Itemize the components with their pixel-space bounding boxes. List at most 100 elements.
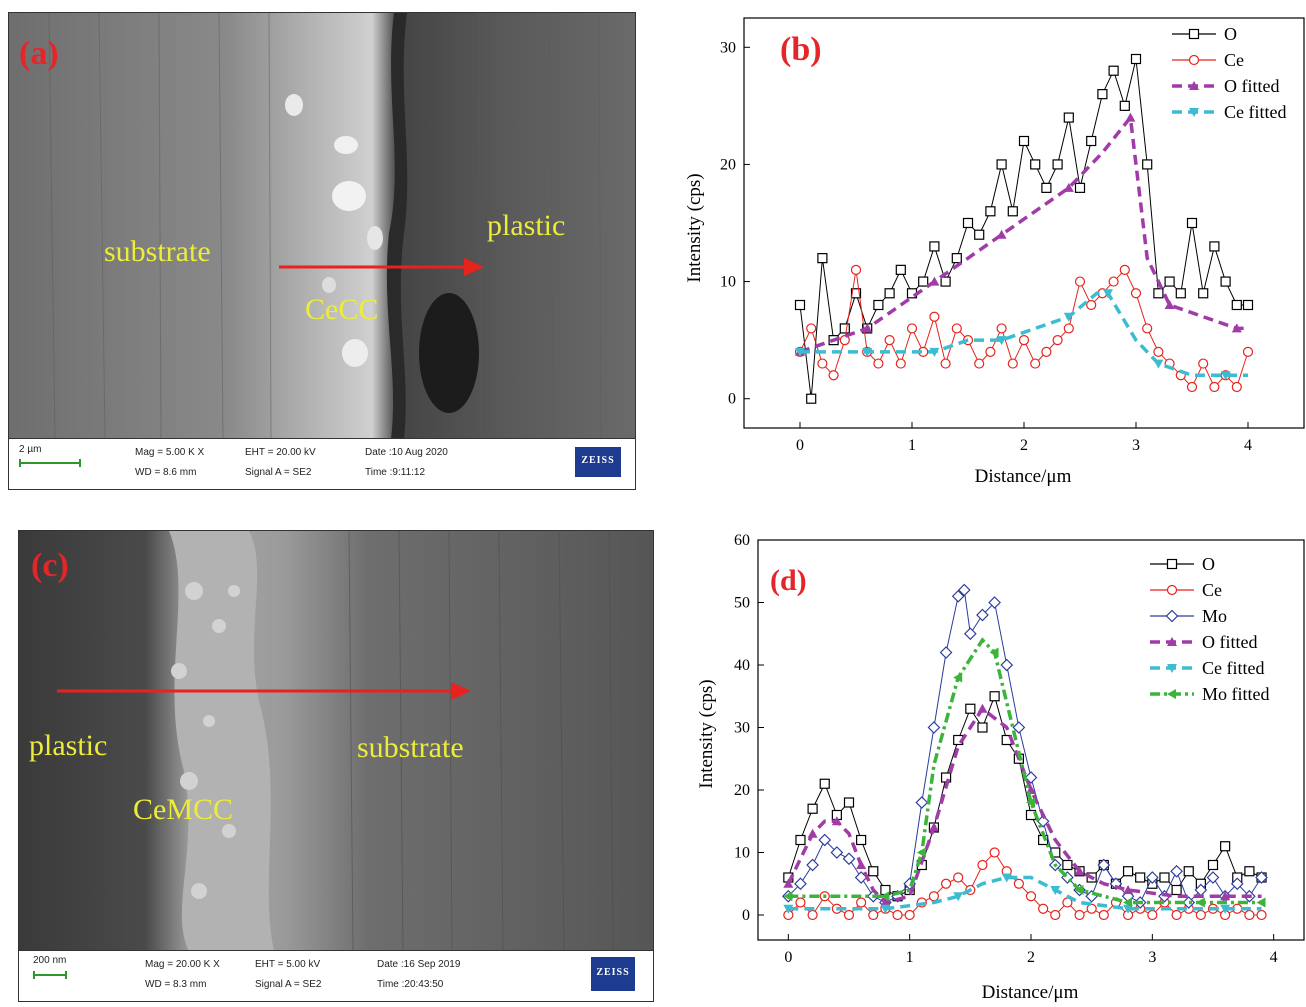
chart-d-point-o bbox=[989, 691, 1000, 702]
wd-a: WD = 8.6 mm bbox=[135, 467, 197, 478]
chart-d-legend-marker-ce bbox=[1166, 584, 1178, 596]
chart-b-point-o bbox=[940, 276, 951, 287]
panel-c-plastic-label: plastic bbox=[29, 729, 108, 762]
chart-d-point-mo bbox=[988, 596, 1001, 609]
zeiss-logo-c: ZEISS bbox=[591, 957, 635, 991]
chart-d-point-mo-fitted bbox=[989, 647, 999, 658]
chart-d-point-o bbox=[843, 797, 855, 808]
chart-d-point-mo bbox=[951, 589, 965, 603]
chart-b-point-o bbox=[850, 288, 862, 299]
chart-d-ytick-label: 10 bbox=[734, 845, 750, 862]
chart-d-line-o-fitted bbox=[786, 706, 1262, 905]
chart-b-point-ce-fitted bbox=[862, 347, 873, 357]
chart-d-point-ce bbox=[904, 909, 915, 921]
eht-a: EHT = 20.00 kV bbox=[245, 447, 316, 458]
chart-d-point-o-fitted bbox=[1123, 885, 1134, 894]
zeiss-logo-a: ZEISS bbox=[575, 447, 621, 477]
eht-c: EHT = 5.00 kV bbox=[255, 959, 321, 970]
chart-b-series-o bbox=[794, 53, 1254, 404]
chart-b-point-o bbox=[873, 299, 884, 311]
chart-d-xtick-label: 1 bbox=[906, 949, 914, 966]
chart-d-point-o-fitted bbox=[880, 897, 891, 907]
chart-d-point-o bbox=[1062, 859, 1073, 871]
panel-a-substrate-label: substrate bbox=[104, 235, 211, 268]
chart-b-point-ce bbox=[1063, 323, 1074, 334]
chart-d-series-mo bbox=[781, 583, 1268, 909]
chart-d-point-ce-fitted bbox=[783, 904, 794, 914]
sem-micrograph-a bbox=[9, 13, 635, 439]
chart-b-point-o bbox=[962, 217, 974, 229]
chart-b-point-o bbox=[974, 229, 985, 240]
wd-c: WD = 8.3 mm bbox=[145, 979, 207, 990]
chart-d-point-ce bbox=[1195, 909, 1206, 921]
panel-c-arrow bbox=[57, 682, 471, 700]
date-c: Date :16 Sep 2019 bbox=[377, 959, 461, 970]
chart-b-point-ce bbox=[1074, 276, 1086, 287]
chart-b-point-ce bbox=[906, 323, 918, 334]
chart-b-point-ce bbox=[1242, 346, 1254, 357]
chart-d-point-mo-fitted bbox=[880, 891, 890, 902]
chart-d-point-mo bbox=[1000, 658, 1014, 672]
chart-d-series-ce bbox=[783, 847, 1267, 921]
chart-b-legend-label-o-fitted: O fitted bbox=[1224, 76, 1280, 96]
chart-d-point-ce bbox=[977, 859, 988, 871]
chart-b-xtick-label: 1 bbox=[908, 437, 916, 454]
chart-b-point-o bbox=[1209, 241, 1220, 252]
chart-b-point-ce-fitted bbox=[1153, 359, 1164, 369]
chart-b-point-ce bbox=[940, 358, 951, 369]
chart-d-point-mo bbox=[818, 833, 832, 847]
signal-c: Signal A = SE2 bbox=[255, 979, 322, 990]
chart-d-point-ce bbox=[928, 891, 940, 902]
chart-d-point-o-fitted bbox=[977, 703, 988, 713]
chart-d-point-ce bbox=[1013, 878, 1024, 889]
chart-b: (b) Distance/μm Intensity (cps) 0 1 2 3 4 0 10… bbox=[660, 0, 1306, 500]
chart-b-point-o bbox=[794, 299, 806, 311]
mag-c: Mag = 20.00 K X bbox=[145, 959, 220, 970]
chart-b-panel-letter: (b) bbox=[780, 31, 822, 68]
chart-d-xtick-label: 0 bbox=[784, 949, 792, 966]
chart-b-point-o bbox=[884, 288, 895, 299]
chart-b-point-ce bbox=[929, 311, 940, 322]
chart-b-point-ce bbox=[884, 335, 895, 346]
chart-d-svg: (d) Distance/μm Intensity (cps) 0 1 2 3 4010… bbox=[696, 532, 1305, 1003]
chart-b-ytick-label: 0 bbox=[728, 391, 736, 408]
chart-d-point-o bbox=[977, 722, 988, 733]
chart-d-point-o bbox=[1122, 866, 1134, 877]
chart-d-point-o bbox=[1183, 866, 1194, 877]
sem-micrograph-c bbox=[19, 531, 653, 951]
chart-d-line-o bbox=[787, 694, 1262, 897]
chart-d-series-mo-fitted bbox=[783, 637, 1266, 908]
chart-d-ytick-label: 0 bbox=[742, 907, 750, 924]
panel-c-substrate-label: substrate bbox=[357, 731, 464, 764]
chart-b-point-o bbox=[1018, 135, 1030, 147]
chart-d-point-o-fitted bbox=[783, 878, 794, 888]
chart-d-xlabel: Distance/μm bbox=[982, 982, 1079, 1002]
chart-d-point-ce bbox=[953, 872, 964, 883]
chart-d-legend-marker-o-fitted bbox=[1167, 637, 1177, 646]
chart-b-legend-marker-ce-fitted bbox=[1189, 108, 1199, 117]
chart-d-ytick-label: 30 bbox=[734, 720, 750, 737]
chart-b-point-ce bbox=[1086, 299, 1097, 311]
panel-c-coating-label: CeMCC bbox=[133, 793, 234, 826]
chart-d-ytick-label: 40 bbox=[734, 657, 750, 674]
chart-d-line-mo bbox=[787, 588, 1262, 904]
chart-b-point-ce bbox=[873, 358, 884, 369]
chart-d-panel-letter: (d) bbox=[770, 564, 807, 597]
chart-b-point-ce bbox=[1153, 346, 1164, 357]
chart-d-point-mo bbox=[927, 721, 941, 734]
chart-b-point-ce bbox=[850, 264, 862, 275]
chart-b-point-o bbox=[806, 393, 817, 404]
chart-b-point-ce-fitted bbox=[929, 347, 940, 357]
chart-d-point-ce bbox=[892, 909, 903, 921]
chart-d-point-mo bbox=[976, 608, 989, 622]
chart-d-point-ce bbox=[807, 909, 818, 921]
chart-d-point-o bbox=[1135, 872, 1146, 883]
chart-d-point-mo bbox=[957, 583, 971, 597]
chart-d-point-o bbox=[819, 778, 830, 789]
chart-b-point-o bbox=[951, 253, 962, 264]
chart-d-point-mo bbox=[1170, 864, 1183, 878]
panel-c-letter: (c) bbox=[31, 547, 69, 584]
chart-b-svg: (b) Distance/μm Intensity (cps) 0 1 2 3 4 0 10… bbox=[684, 17, 1305, 487]
chart-b-point-o bbox=[1164, 276, 1175, 287]
chart-d-legend-marker-ce-fitted bbox=[1167, 664, 1177, 673]
